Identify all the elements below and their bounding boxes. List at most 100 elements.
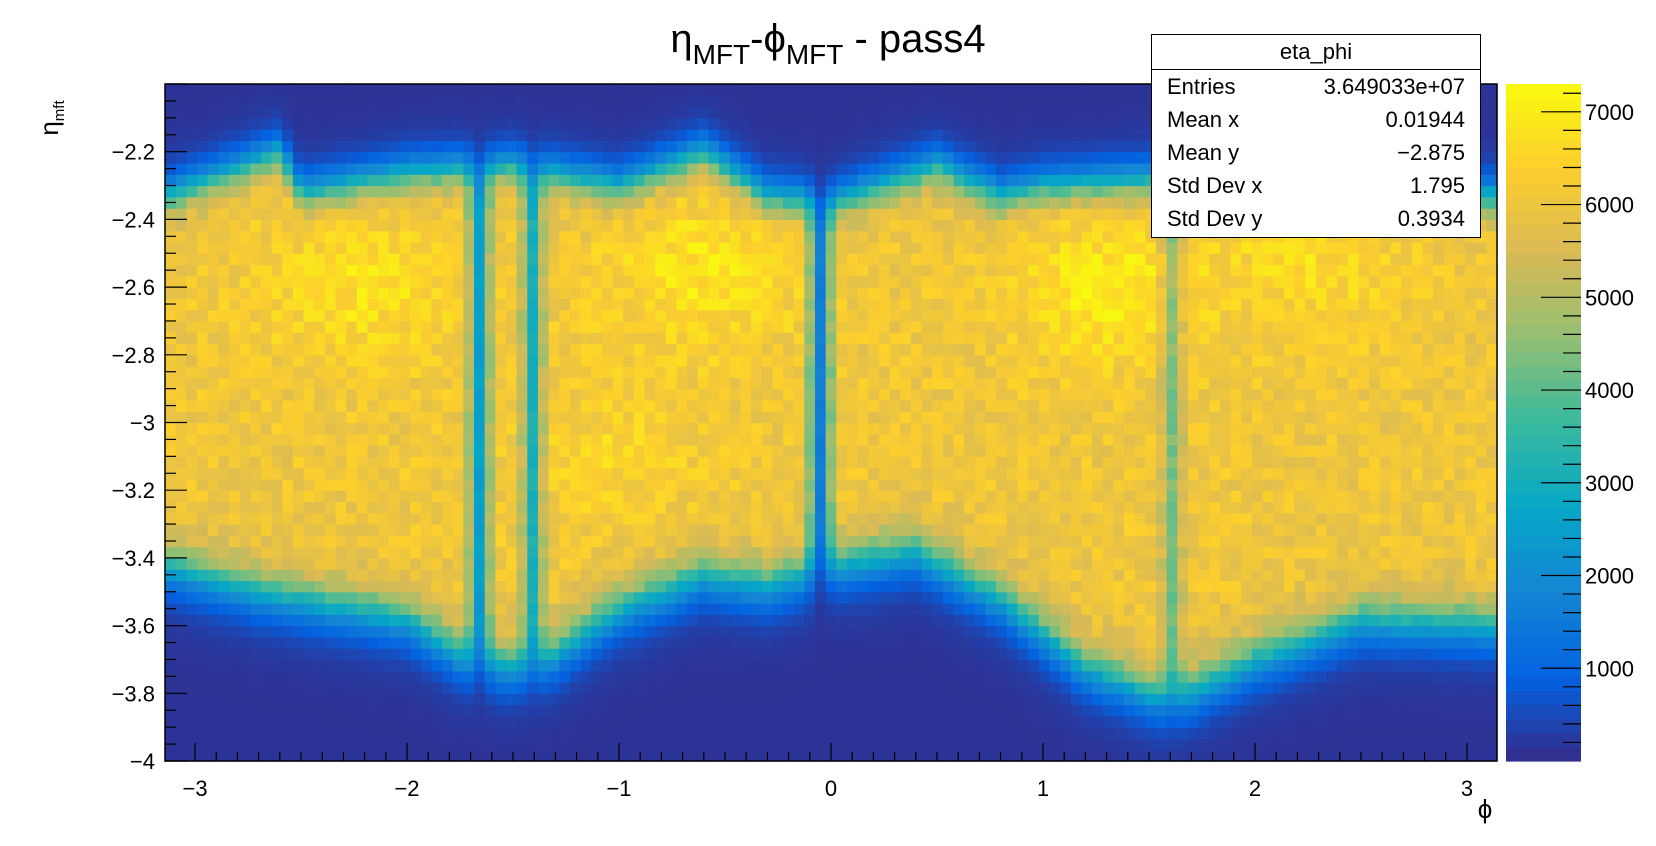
heatmap-cell bbox=[346, 366, 358, 378]
chart-title: ηMFT-ϕMFT - pass4 bbox=[670, 17, 985, 70]
heatmap-cell bbox=[857, 682, 869, 694]
heatmap-cell bbox=[1049, 727, 1061, 740]
heatmap-cell bbox=[260, 422, 273, 435]
heatmap-cell bbox=[314, 309, 326, 322]
heatmap-cell bbox=[410, 659, 422, 672]
heatmap-cell bbox=[474, 580, 486, 593]
heatmap-cell bbox=[708, 456, 720, 469]
heatmap-cell bbox=[186, 84, 198, 96]
heatmap-cell bbox=[719, 343, 731, 356]
heatmap-cell bbox=[985, 603, 997, 615]
heatmap-cell bbox=[910, 264, 923, 277]
heatmap-cell bbox=[729, 625, 742, 638]
heatmap-cell bbox=[516, 648, 528, 661]
heatmap-cell bbox=[910, 636, 923, 649]
heatmap-cell bbox=[420, 287, 432, 299]
heatmap-cell bbox=[207, 219, 219, 232]
heatmap-cell bbox=[793, 614, 805, 627]
heatmap-cell bbox=[580, 208, 592, 220]
heatmap-cell bbox=[878, 354, 891, 367]
heatmap-cell bbox=[985, 320, 997, 333]
heatmap-cell bbox=[207, 399, 219, 412]
heatmap-cell bbox=[655, 140, 667, 153]
heatmap-cell bbox=[953, 140, 965, 153]
heatmap-cell bbox=[601, 614, 614, 627]
title-eta-symbol: η bbox=[670, 17, 692, 61]
heatmap-cell bbox=[271, 490, 283, 503]
heatmap-cell bbox=[708, 501, 720, 514]
heatmap-cell bbox=[783, 648, 795, 661]
heatmap-cell bbox=[495, 569, 507, 582]
heatmap-cell bbox=[815, 693, 827, 706]
heatmap-cell bbox=[623, 693, 635, 706]
heatmap-cell bbox=[815, 320, 827, 333]
heatmap-cell bbox=[665, 535, 678, 548]
heatmap-cell bbox=[1028, 422, 1040, 435]
heatmap-cell bbox=[292, 704, 305, 717]
heatmap-cell bbox=[783, 399, 795, 412]
heatmap-cell bbox=[932, 445, 944, 457]
heatmap-cell bbox=[388, 591, 401, 604]
heatmap-cell bbox=[175, 117, 187, 130]
heatmap-cell bbox=[537, 738, 550, 751]
heatmap-cell bbox=[367, 535, 379, 548]
heatmap-cell bbox=[815, 670, 827, 683]
heatmap-cell bbox=[857, 535, 869, 548]
heatmap-cell bbox=[772, 219, 784, 232]
heatmap-cell bbox=[612, 253, 624, 266]
heatmap-cell bbox=[655, 95, 667, 108]
heatmap-cell bbox=[783, 557, 795, 570]
heatmap-cell bbox=[815, 84, 827, 96]
heatmap-cell bbox=[772, 140, 784, 153]
heatmap-cell bbox=[580, 557, 592, 570]
heatmap-cell bbox=[399, 332, 411, 345]
heatmap-cell bbox=[218, 535, 230, 548]
heatmap-cell bbox=[878, 208, 891, 220]
heatmap-cell bbox=[484, 151, 496, 164]
heatmap-cell bbox=[228, 343, 241, 356]
heatmap-cell bbox=[878, 648, 891, 661]
heatmap-cell bbox=[378, 140, 390, 153]
heatmap-cell bbox=[335, 366, 347, 378]
heatmap-cell bbox=[857, 467, 869, 480]
heatmap-cell bbox=[932, 738, 944, 751]
heatmap-cell bbox=[612, 659, 624, 672]
heatmap-cell bbox=[1006, 625, 1019, 638]
heatmap-cell bbox=[708, 603, 720, 615]
heatmap-cell bbox=[303, 117, 315, 130]
heatmap-cell bbox=[591, 264, 603, 277]
heatmap-cell bbox=[825, 636, 837, 649]
heatmap-cell bbox=[1038, 433, 1051, 446]
heatmap-cell bbox=[665, 546, 678, 559]
heatmap-cell bbox=[687, 377, 699, 390]
heatmap-cell bbox=[505, 727, 518, 740]
heatmap-cell bbox=[932, 106, 944, 119]
heatmap-cell bbox=[559, 140, 571, 153]
heatmap-cell bbox=[356, 332, 369, 345]
heatmap-cell bbox=[719, 614, 731, 627]
heatmap-cell bbox=[260, 557, 273, 570]
heatmap-cell bbox=[708, 298, 720, 311]
heatmap-cell bbox=[495, 614, 507, 627]
heatmap-cell bbox=[825, 309, 837, 322]
heatmap-cell bbox=[1028, 512, 1040, 525]
heatmap-cell bbox=[527, 603, 539, 615]
heatmap-cell bbox=[910, 230, 923, 243]
heatmap-cell bbox=[537, 467, 550, 480]
heatmap-cell bbox=[591, 208, 603, 220]
heatmap-cell bbox=[484, 174, 496, 187]
heatmap-cell bbox=[857, 241, 869, 254]
heatmap-cell bbox=[442, 603, 454, 615]
heatmap-cell bbox=[676, 253, 688, 266]
heatmap-cell bbox=[303, 275, 315, 288]
heatmap-cell bbox=[921, 704, 933, 717]
heatmap-cell bbox=[218, 95, 230, 108]
heatmap-cell bbox=[399, 625, 411, 638]
heatmap-cell bbox=[697, 670, 710, 683]
heatmap-cell bbox=[655, 354, 667, 367]
heatmap-cell bbox=[250, 659, 262, 672]
heatmap-cell bbox=[1017, 309, 1029, 322]
heatmap-cell bbox=[815, 535, 827, 548]
heatmap-cell bbox=[687, 445, 699, 457]
heatmap-cell bbox=[953, 512, 965, 525]
